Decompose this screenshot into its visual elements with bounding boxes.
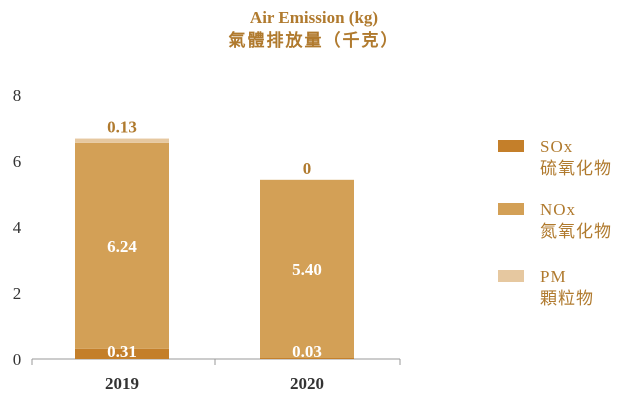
legend-label-zh-pm: 顆粒物	[540, 289, 594, 308]
x-category-label: 2019	[105, 374, 139, 393]
chart-subtitle: 氣體排放量（千克）	[229, 30, 400, 50]
data-label-sox: 0.31	[107, 342, 137, 361]
bar-segment-pm	[75, 138, 169, 143]
y-tick-label: 0	[13, 350, 22, 369]
legend-swatch-pm	[498, 270, 524, 282]
bars	[75, 138, 354, 359]
bar-segment-nox	[75, 142, 169, 349]
data-label-nox: 6.24	[107, 237, 137, 256]
legend-swatch-nox	[498, 203, 524, 215]
legend-swatch-sox	[498, 140, 524, 152]
bar-segment-nox	[260, 179, 354, 359]
legend-label-sox: SOx	[540, 137, 573, 156]
legend-label-zh-nox: 氮氧化物	[540, 222, 612, 241]
bar-segment-sox	[75, 348, 169, 359]
data-label-sox: 0.03	[292, 342, 322, 361]
bar-segment-sox	[260, 358, 354, 359]
legend-label-zh-sox: 硫氧化物	[540, 159, 612, 178]
data-label-pm: 0.13	[107, 118, 137, 137]
y-tick-label: 8	[13, 86, 22, 105]
data-label-nox: 5.40	[292, 260, 322, 279]
chart-title: Air Emission (kg)	[250, 8, 378, 27]
legend-label-nox: NOx	[540, 200, 576, 219]
data-labels: 0.31 6.24 0.13 0.03 5.40 0	[107, 118, 322, 361]
data-label-pm: 0	[303, 159, 312, 178]
legend-label-pm: PM	[540, 267, 567, 286]
x-category-label: 2020	[290, 374, 324, 393]
y-tick-label: 6	[13, 152, 22, 171]
y-tick-label: 4	[13, 218, 22, 237]
legend: SOx 硫氧化物 NOx 氮氧化物 PM 顆粒物	[498, 137, 612, 308]
y-tick-label: 2	[13, 284, 22, 303]
